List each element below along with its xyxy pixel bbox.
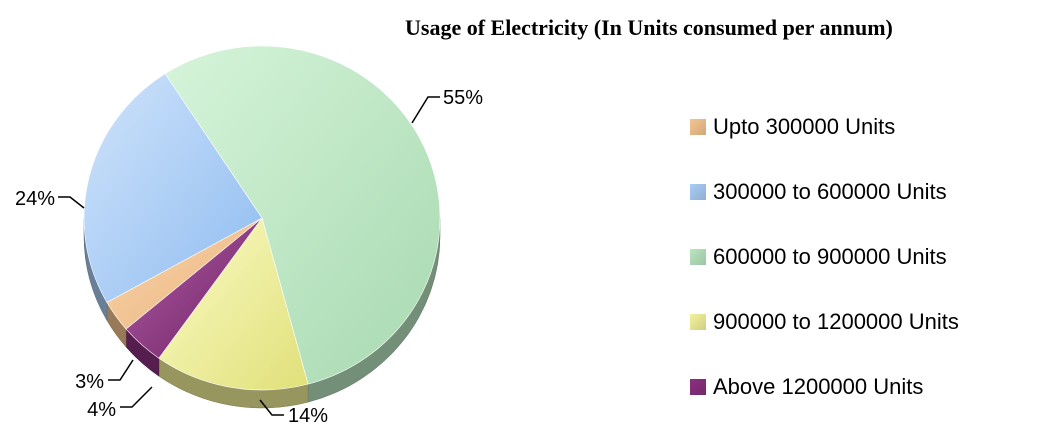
data-label-0: 3%	[75, 371, 104, 393]
legend-label-0: Upto 300000 Units	[713, 113, 896, 139]
pie-slice-3	[158, 217, 309, 391]
legend-label-3: 900000 to 1200000 Units	[713, 308, 959, 334]
legend-item-1: 300000 to 600000 Units	[690, 175, 959, 208]
legend-label-2: 600000 to 900000 Units	[713, 243, 947, 269]
leader-line-1	[58, 196, 85, 209]
legend-swatch-1	[690, 183, 706, 200]
legend-swatch-4	[690, 378, 706, 395]
chart-title: Usage of Electricity (In Units consumed …	[405, 15, 893, 40]
pie-leader-lines	[58, 96, 440, 416]
legend-label-4: Above 1200000 Units	[713, 373, 924, 399]
leader-line-0	[108, 359, 134, 381]
legend-swatch-2	[690, 248, 706, 265]
chart-legend: Upto 300000 Units 300000 to 600000 Units 6…	[690, 110, 959, 435]
legend-swatch-3	[690, 313, 706, 330]
leader-line-4	[120, 386, 153, 408]
legend-item-4: Above 1200000 Units	[690, 370, 959, 403]
pie-slices	[83, 45, 441, 391]
legend-label-1: 300000 to 600000 Units	[713, 178, 947, 204]
leader-line-3	[259, 399, 284, 416]
legend-swatch-0	[690, 118, 706, 135]
data-label-4: 4%	[87, 399, 116, 421]
legend-item-3: 900000 to 1200000 Units	[690, 305, 959, 338]
data-label-1: 24%	[15, 188, 55, 210]
legend-item-2: 600000 to 900000 Units	[690, 240, 959, 273]
leader-line-2	[411, 96, 440, 124]
pie-slice-2	[164, 45, 441, 385]
data-label-2: 55%	[443, 87, 483, 109]
legend-item-0: Upto 300000 Units	[690, 110, 959, 143]
pie-data-labels: 55% 14% 4% 3% 24%	[15, 87, 483, 427]
data-label-3: 14%	[288, 405, 328, 427]
pie-slice-1	[83, 73, 263, 303]
